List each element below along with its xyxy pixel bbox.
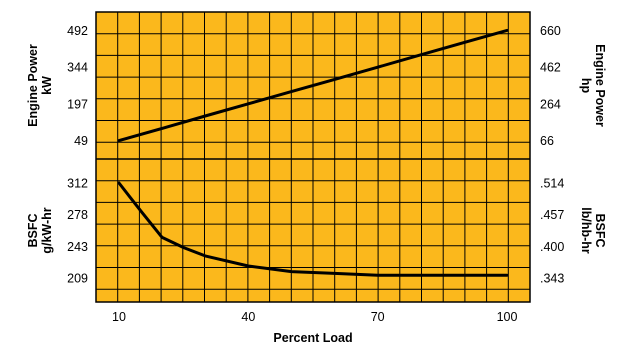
top-y-tick-label: 492 xyxy=(67,24,88,38)
x-tick-label: 10 xyxy=(112,310,126,324)
bottom-y-tick-label: 209 xyxy=(67,272,88,286)
top-left-axis-title: Engine PowerkW xyxy=(26,44,54,127)
bottom-right-axis-title-line: lb/hb-hr xyxy=(579,207,593,254)
top-y2-tick-label: 66 xyxy=(540,134,554,148)
top-left-axis-title-line: kW xyxy=(40,76,54,95)
bottom-y2-tick-label: .514 xyxy=(540,176,564,190)
top-left-axis-title-line: Engine Power xyxy=(26,44,40,127)
top-y-tick-label: 197 xyxy=(67,97,88,111)
top-right-axis-title-line: Engine Power xyxy=(593,44,607,127)
bottom-left-axis-title-line: g/kW-hr xyxy=(40,207,54,253)
series-lines xyxy=(117,28,509,277)
bottom-y-tick-label: 243 xyxy=(67,240,88,254)
x-axis-title: Percent Load xyxy=(273,331,352,345)
grid-lines xyxy=(96,12,530,302)
bottom-right-axis-title: BSFClb/hb-hr xyxy=(579,207,607,254)
top-right-axis-title-line: hp xyxy=(579,78,593,94)
top-series-line xyxy=(117,28,509,143)
top-y-tick-label: 49 xyxy=(74,134,88,148)
bottom-series-line xyxy=(117,181,509,277)
bottom-left-axis-title: BSFCg/kW-hr xyxy=(26,207,54,253)
x-tick-label: 40 xyxy=(241,310,255,324)
top-y2-tick-label: 264 xyxy=(540,97,561,111)
bottom-right-axis-title-line: BSFC xyxy=(593,213,607,247)
bottom-left-axis-title-line: BSFC xyxy=(26,213,40,247)
x-tick-label: 100 xyxy=(497,310,518,324)
tick-labels: 492 344 197 49 660 462 264 66 312 278 243 209 .514 .4… xyxy=(67,24,564,324)
bottom-y2-tick-label: .400 xyxy=(540,240,564,254)
top-y2-tick-label: 462 xyxy=(540,61,561,75)
top-y2-tick-label: 660 xyxy=(540,24,561,38)
bottom-y-tick-label: 312 xyxy=(67,176,88,190)
bottom-y-tick-label: 278 xyxy=(67,208,88,222)
top-y-tick-label: 344 xyxy=(67,61,88,75)
top-right-axis-title: Engine Powerhp xyxy=(579,44,607,127)
plot-frames xyxy=(95,11,531,303)
plot-frame xyxy=(95,11,531,303)
bottom-y2-tick-label: .457 xyxy=(540,208,564,222)
bottom-y2-tick-label: .343 xyxy=(540,272,564,286)
x-tick-label: 70 xyxy=(371,310,385,324)
